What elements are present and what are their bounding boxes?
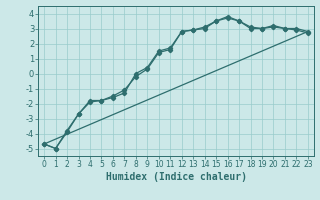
- X-axis label: Humidex (Indice chaleur): Humidex (Indice chaleur): [106, 172, 246, 182]
